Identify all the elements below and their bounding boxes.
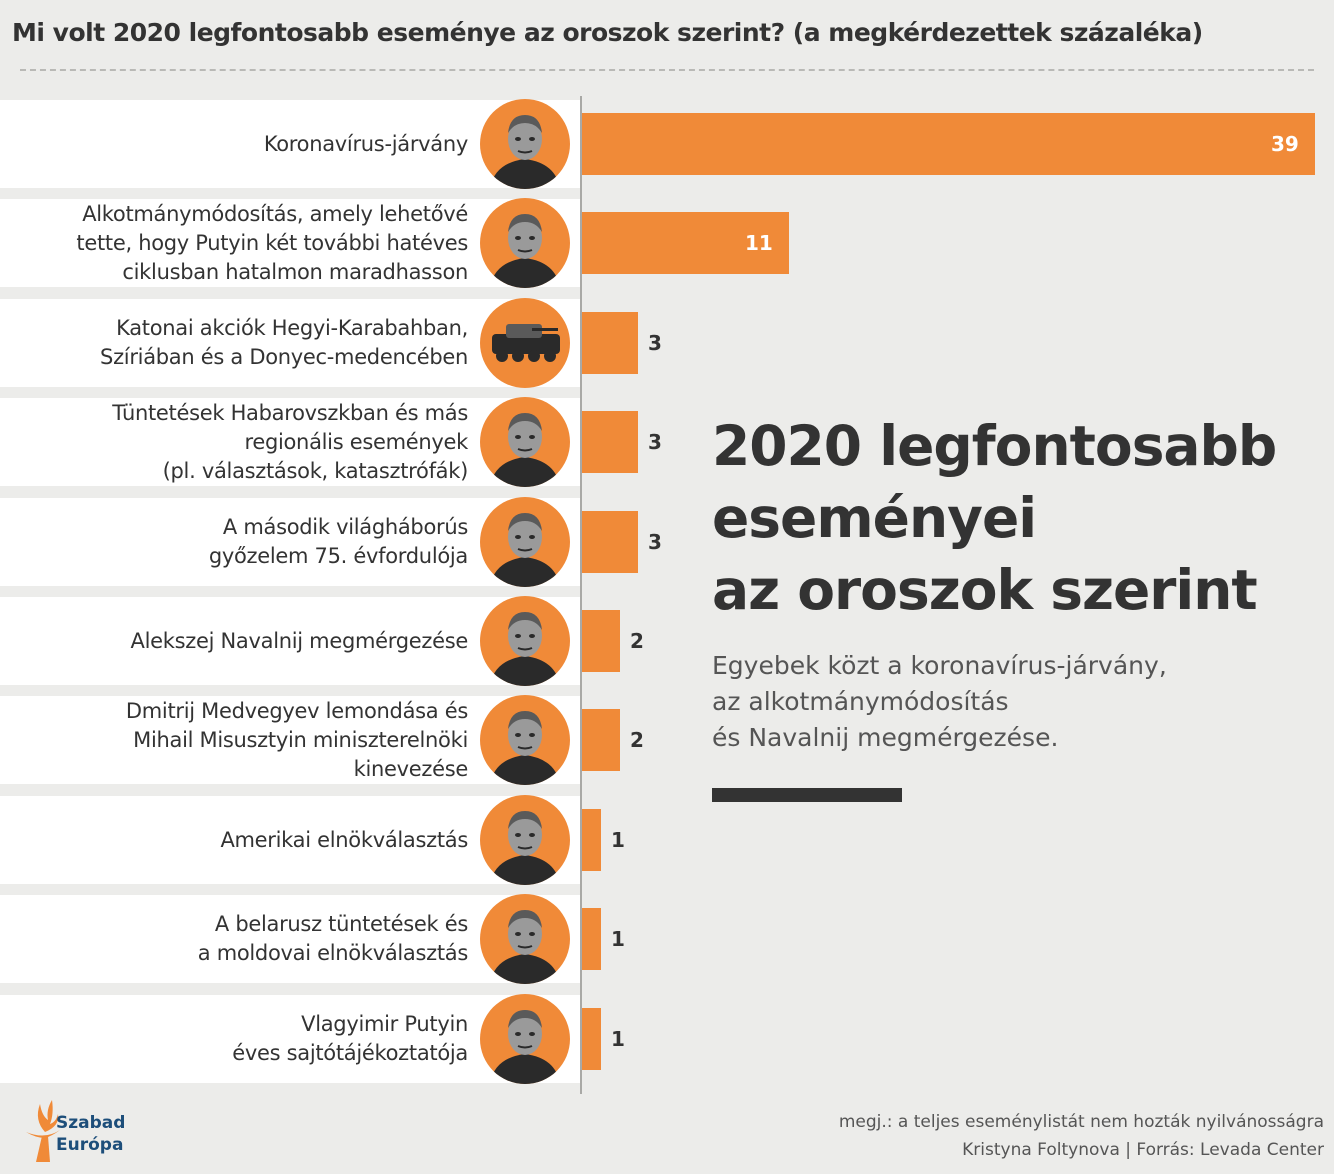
portrait-icon	[480, 397, 570, 487]
category-label: A belarusz tüntetések és a moldovai elnö…	[197, 912, 469, 965]
category-label: Dmitrij Medvegyev lemondása és Mihail Mi…	[125, 698, 468, 781]
category-label: Alekszej Navalnij megmérgezése	[130, 628, 469, 653]
portrait-icon	[480, 695, 570, 785]
bar	[582, 610, 620, 672]
portrait-icon	[480, 99, 570, 189]
bar-value-label: 39	[1271, 132, 1299, 156]
subtext-line: az alkotmánymódosítás	[712, 687, 1009, 716]
bar	[582, 113, 1315, 175]
footnote-note: megj.: a teljes eseménylistát nem hozták…	[838, 1112, 1324, 1132]
logo-line: Európa	[56, 1135, 124, 1155]
title-divider	[20, 69, 1314, 71]
chart-title: Mi volt 2020 legfontosabb eseménye az or…	[12, 18, 1203, 47]
portrait-icon	[480, 894, 570, 984]
bar-value-label: 11	[745, 231, 773, 255]
brand-logo-text: Szabad Európa	[56, 1112, 125, 1156]
bar	[582, 1008, 601, 1070]
category-label: Alkotmánymódosítás, amely lehetővé tette…	[76, 201, 468, 284]
subtext-line: Egyebek közt a koronavírus-járvány,	[712, 651, 1167, 680]
category-label: Amerikai elnökválasztás	[220, 827, 468, 852]
bar	[582, 709, 620, 771]
category-label: Koronavírus-járvány	[263, 131, 468, 156]
bar-value-label: 3	[648, 530, 662, 554]
axis-line	[580, 96, 582, 1094]
category-label: Tüntetések Habarovszkban és más regionál…	[112, 400, 468, 483]
category-label: A második világháborús győzelem 75. évfo…	[208, 515, 468, 568]
portrait-icon	[480, 198, 570, 288]
portrait-icon	[480, 596, 570, 686]
portrait-icon	[480, 795, 570, 885]
bar-value-label: 2	[630, 728, 644, 752]
headline: 2020 legfontosabb eseményei az oroszok s…	[712, 410, 1312, 626]
bar	[582, 908, 601, 970]
subtext: Egyebek közt a koronavírus-járvány, az a…	[712, 648, 1312, 756]
footnote: megj.: a teljes eseménylistát nem hozták…	[839, 1108, 1324, 1164]
bar	[582, 212, 789, 274]
bar	[582, 312, 638, 374]
logo-line: Szabad	[56, 1113, 126, 1133]
category-label: Vlagyimir Putyin éves sajtótájékoztatója	[232, 1012, 468, 1065]
bar-value-label: 1	[611, 828, 625, 852]
headline-line: 2020 legfontosabb	[712, 414, 1277, 478]
bar-value-label: 1	[611, 927, 625, 951]
accent-bar	[712, 788, 902, 802]
subtext-line: és Navalnij megmérgezése.	[712, 723, 1059, 752]
bar-value-label: 1	[611, 1027, 625, 1051]
footnote-source: Kristyna Foltynova | Forrás: Levada Cent…	[962, 1140, 1324, 1160]
bar	[582, 511, 638, 573]
headline-line: az oroszok szerint	[712, 558, 1258, 622]
torch-logo-icon	[26, 1100, 60, 1162]
bar-value-label: 2	[630, 629, 644, 653]
bar	[582, 411, 638, 473]
portrait-icon	[480, 497, 570, 587]
bar-value-label: 3	[648, 331, 662, 355]
bar	[582, 809, 601, 871]
bar-value-label: 3	[648, 430, 662, 454]
portrait-icon	[480, 298, 570, 388]
headline-line: eseményei	[712, 486, 1037, 550]
portrait-icon	[480, 994, 570, 1084]
category-label: Katonai akciók Hegyi-Karabahban, Szíriáb…	[100, 316, 468, 369]
